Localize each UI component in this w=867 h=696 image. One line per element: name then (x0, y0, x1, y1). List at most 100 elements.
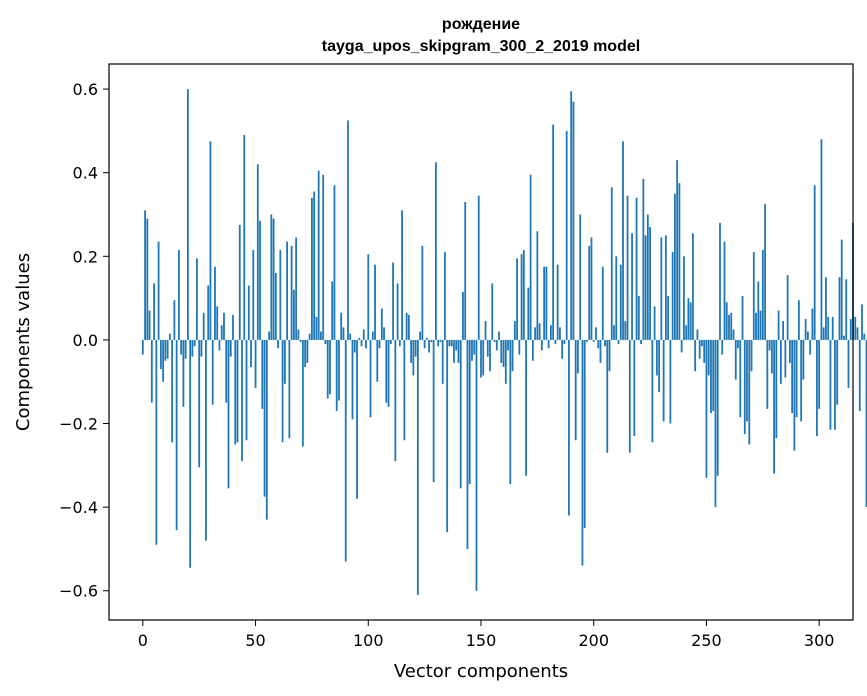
bar (678, 183, 681, 340)
bar (166, 339, 169, 359)
bar (320, 331, 322, 340)
bar (669, 339, 672, 424)
bar (232, 314, 234, 340)
bar (764, 204, 766, 340)
bar (705, 339, 708, 478)
bar (148, 310, 151, 340)
bar (281, 339, 284, 443)
bar (739, 339, 742, 418)
bar (173, 300, 176, 340)
bar (568, 339, 570, 516)
bar (189, 339, 192, 568)
bar (811, 308, 814, 340)
bar (491, 283, 494, 340)
bar (180, 339, 183, 355)
bar (730, 312, 733, 340)
bar (543, 266, 546, 340)
bar (622, 141, 624, 340)
bar (435, 162, 437, 340)
bar (858, 339, 861, 411)
bar (268, 331, 270, 340)
bar (507, 339, 509, 351)
bar (419, 331, 422, 340)
bar (534, 327, 537, 340)
bar (529, 174, 532, 340)
bar (714, 339, 717, 508)
bar (421, 245, 424, 340)
bar (816, 339, 818, 437)
bar (308, 333, 311, 340)
bar (256, 164, 259, 340)
bar (227, 339, 230, 489)
bar (374, 264, 376, 340)
bar (651, 339, 654, 443)
bar (455, 339, 458, 351)
bar (428, 339, 431, 353)
bar (743, 339, 746, 434)
bar (263, 339, 266, 497)
bar (279, 250, 282, 340)
bar (845, 279, 848, 340)
bar (265, 339, 268, 520)
bar (522, 250, 525, 340)
bar (732, 329, 735, 340)
bar (538, 323, 541, 340)
bar (552, 124, 555, 340)
bar (425, 337, 428, 340)
bar (437, 339, 440, 347)
bar (342, 327, 345, 340)
bar (658, 339, 661, 393)
bar (283, 339, 286, 384)
bar (150, 339, 153, 403)
bar (473, 339, 476, 355)
bar (209, 141, 212, 340)
bar (662, 339, 665, 422)
bar (626, 195, 629, 340)
bar (144, 210, 146, 340)
bar (536, 231, 539, 340)
bar (412, 339, 415, 376)
bar (484, 321, 487, 340)
bar (502, 339, 505, 368)
bar (304, 339, 307, 368)
bar (141, 339, 144, 355)
bar (168, 333, 171, 340)
bar (238, 224, 241, 340)
bar (527, 287, 530, 340)
bar (495, 339, 498, 351)
bar (784, 339, 787, 378)
bar (683, 256, 685, 340)
bar (353, 339, 356, 353)
bar (383, 327, 385, 340)
bar (637, 296, 640, 340)
x-axis-label: Vector components (394, 661, 568, 682)
bar (516, 258, 518, 340)
bar (441, 339, 444, 384)
bar (818, 339, 821, 409)
bar (157, 241, 160, 340)
bar (430, 339, 433, 342)
bar (793, 339, 796, 451)
bar (385, 339, 388, 403)
bar (171, 339, 174, 443)
bar (770, 339, 773, 374)
bar (347, 120, 349, 340)
bar (809, 339, 812, 355)
bar (335, 339, 338, 411)
bar (829, 339, 832, 430)
bar (349, 333, 352, 340)
bar (333, 185, 336, 340)
bar (608, 339, 611, 372)
bar (831, 316, 834, 340)
bar (863, 333, 866, 340)
bar (664, 235, 667, 340)
bar (574, 339, 577, 441)
bar (836, 339, 839, 405)
bar (299, 339, 302, 342)
bar (453, 339, 455, 363)
bar (270, 214, 273, 340)
bar (813, 185, 816, 340)
bar (777, 310, 780, 340)
bar (389, 339, 392, 345)
bar (590, 237, 593, 340)
